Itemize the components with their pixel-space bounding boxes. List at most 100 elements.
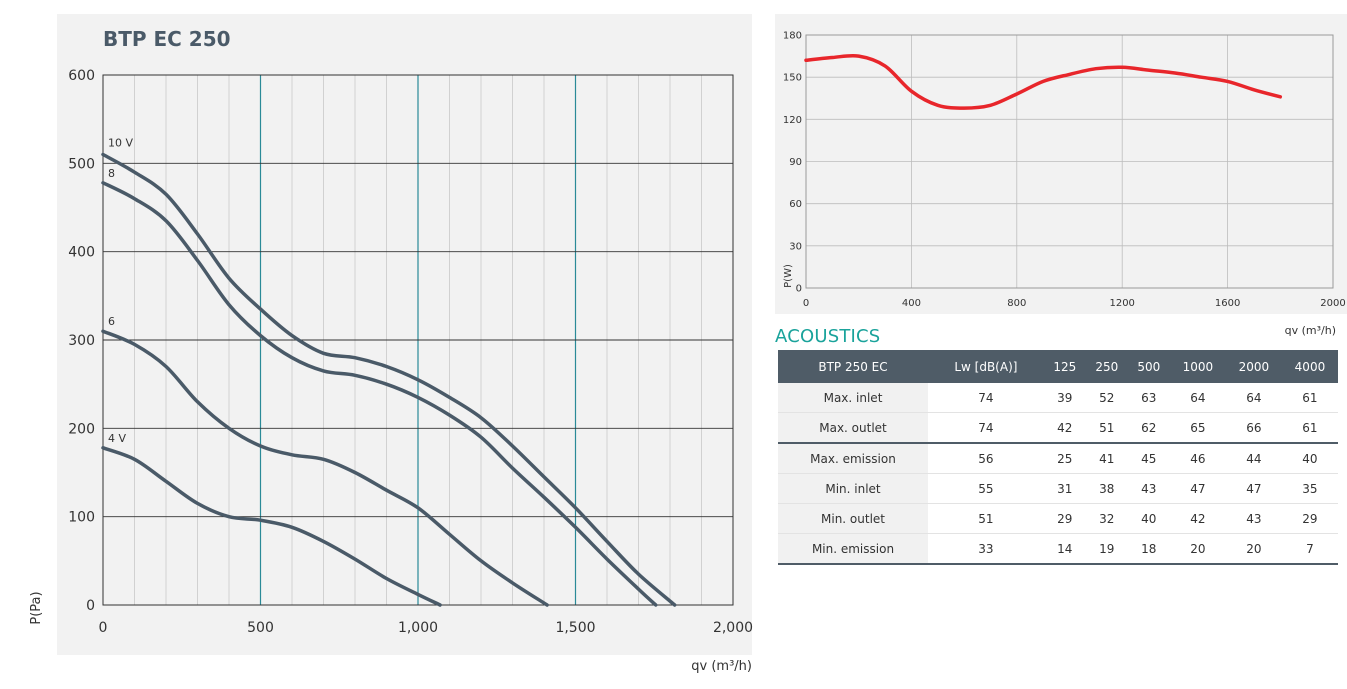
- power-plot-frame: [805, 34, 1334, 289]
- acoustics-cell: 20: [1169, 533, 1226, 565]
- acoustics-cell: 32: [1085, 503, 1128, 534]
- acoustics-cell: 39: [1043, 383, 1086, 413]
- acoustics-cell: 52: [1085, 383, 1128, 413]
- curve-label: 10 V: [108, 137, 133, 150]
- y-tick-label: 500: [68, 156, 95, 172]
- acoustics-cell: 65: [1169, 412, 1226, 444]
- acoustics-cell: 42: [1043, 412, 1086, 444]
- acoustics-row: Max. outlet 74 42 51 62 65 66 61: [778, 412, 1338, 444]
- pressure-y-tick-labels: 0 100 200 300 400 500 600: [68, 68, 95, 614]
- power-x-tick-label: 0: [803, 298, 809, 309]
- y-tick-label: 100: [68, 510, 95, 526]
- acoustics-cell: 47: [1225, 473, 1282, 504]
- acoustics-cell: 44: [1225, 443, 1282, 474]
- pressure-chart-panel: [57, 14, 752, 655]
- power-y-tick-labels: 0 30 60 90 120 150 180: [783, 31, 802, 295]
- power-x-tick-label: 800: [1007, 298, 1026, 309]
- acoustics-cell: 29: [1281, 503, 1338, 534]
- acoustics-cell: 18: [1127, 533, 1170, 565]
- power-y-tick-label: 90: [789, 157, 802, 168]
- y-tick-label: 600: [68, 68, 95, 84]
- x-tick-label: 1,000: [398, 620, 438, 636]
- acoustics-cell: 66: [1225, 412, 1282, 444]
- acoustics-row-label: Max. emission: [778, 443, 928, 474]
- power-y-tick-label: 60: [789, 199, 802, 210]
- acoustics-header-cell: Lw [dB(A)]: [928, 350, 1044, 383]
- acoustics-cell: 56: [928, 443, 1044, 474]
- power-x-tick-label: 400: [902, 298, 921, 309]
- x-tick-label: 0: [99, 620, 108, 636]
- power-x-tick-label: 2000: [1320, 298, 1345, 309]
- power-y-tick-label: 180: [783, 31, 802, 42]
- acoustics-cell: 40: [1127, 503, 1170, 534]
- x-tick-label: 500: [247, 620, 274, 636]
- acoustics-cell: 55: [928, 473, 1044, 504]
- acoustics-cell: 74: [928, 412, 1044, 444]
- acoustics-cell: 51: [1085, 412, 1128, 444]
- acoustics-row: Min. outlet 51 29 32 40 42 43 29: [778, 503, 1338, 534]
- power-y-tick-label: 0: [796, 284, 802, 295]
- fan-curve-4: [101, 446, 442, 607]
- acoustics-cell: 43: [1225, 503, 1282, 534]
- power-x-tick-labels: 0 400 800 1200 1600 2000: [803, 298, 1346, 309]
- power-y-axis-label: P(W): [783, 264, 794, 288]
- y-tick-label: 400: [68, 245, 95, 261]
- acoustics-cell: 64: [1169, 383, 1226, 413]
- acoustics-cell: 31: [1043, 473, 1086, 504]
- acoustics-row: Min. inlet 55 31 38 43 47 47 35: [778, 473, 1338, 504]
- acoustics-cell: 51: [928, 503, 1044, 534]
- fan-curve-3: [101, 329, 549, 607]
- acoustics-cell: 74: [928, 383, 1044, 413]
- power-series: [804, 53, 1283, 110]
- acoustics-cell: 35: [1281, 473, 1338, 504]
- power-y-tick-label: 120: [783, 115, 802, 126]
- acoustics-cell: 20: [1225, 533, 1282, 565]
- pressure-grid: [102, 74, 734, 606]
- acoustics-header-cell: BTP 250 EC: [778, 350, 928, 383]
- power-grid: [805, 34, 1334, 289]
- power-chart-panel: [775, 14, 1347, 314]
- acoustics-cell: 42: [1169, 503, 1226, 534]
- acoustics-row: Max. inlet 74 39 52 63 64 64 61: [778, 383, 1338, 413]
- acoustics-cell: 62: [1127, 412, 1170, 444]
- power-curve: [804, 53, 1283, 110]
- acoustics-row-label: Max. inlet: [778, 383, 928, 413]
- fan-curve-1: [101, 152, 677, 607]
- power-y-tick-label: 150: [783, 73, 802, 84]
- acoustics-cell: 38: [1085, 473, 1128, 504]
- y-tick-label: 200: [68, 421, 95, 437]
- acoustics-cell: 64: [1225, 383, 1282, 413]
- curve-label: 6: [108, 315, 115, 328]
- acoustics-cell: 14: [1043, 533, 1086, 565]
- acoustics-cell: 19: [1085, 533, 1128, 565]
- pressure-y-axis-label: P(Pa): [29, 591, 44, 624]
- acoustics-header-row: BTP 250 EC Lw [dB(A)] 125 250 500 1000 2000 400…: [778, 350, 1338, 383]
- pressure-curve-labels: 10 V 8 6 4 V: [108, 137, 133, 445]
- acoustics-table: BTP 250 EC Lw [dB(A)] 125 250 500 1000 2000 400…: [778, 350, 1338, 565]
- acoustics-header-cell: 4000: [1281, 350, 1338, 383]
- y-tick-label: 300: [68, 333, 95, 349]
- pressure-series: [101, 152, 677, 607]
- x-tick-label: 2,000: [713, 620, 753, 636]
- acoustics-cell: 29: [1043, 503, 1086, 534]
- curve-label: 4 V: [108, 432, 126, 445]
- acoustics-header-cell: 250: [1085, 350, 1128, 383]
- acoustics-row: Max. emission 56 25 41 45 46 44 40: [778, 443, 1338, 474]
- pressure-chart-title: BTP EC 250: [103, 27, 231, 51]
- acoustics-row-label: Min. emission: [778, 533, 928, 565]
- acoustics-row-label: Min. outlet: [778, 503, 928, 534]
- acoustics-row: Min. emission 33 14 19 18 20 20 7: [778, 533, 1338, 565]
- power-x-axis-label: qv (m³/h): [1285, 324, 1336, 337]
- acoustics-cell: 61: [1281, 383, 1338, 413]
- acoustics-cell: 7: [1281, 533, 1338, 565]
- power-y-tick-label: 30: [789, 241, 802, 252]
- acoustics-header-cell: 2000: [1225, 350, 1282, 383]
- power-x-tick-label: 1600: [1215, 298, 1240, 309]
- pressure-x-tick-labels: 0 500 1,000 1,500 2,000: [99, 620, 754, 636]
- acoustics-header-cell: 1000: [1169, 350, 1226, 383]
- acoustics-title: ACOUSTICS: [775, 326, 881, 347]
- acoustics-cell: 47: [1169, 473, 1226, 504]
- acoustics-cell: 33: [928, 533, 1044, 565]
- acoustics-cell: 40: [1281, 443, 1338, 474]
